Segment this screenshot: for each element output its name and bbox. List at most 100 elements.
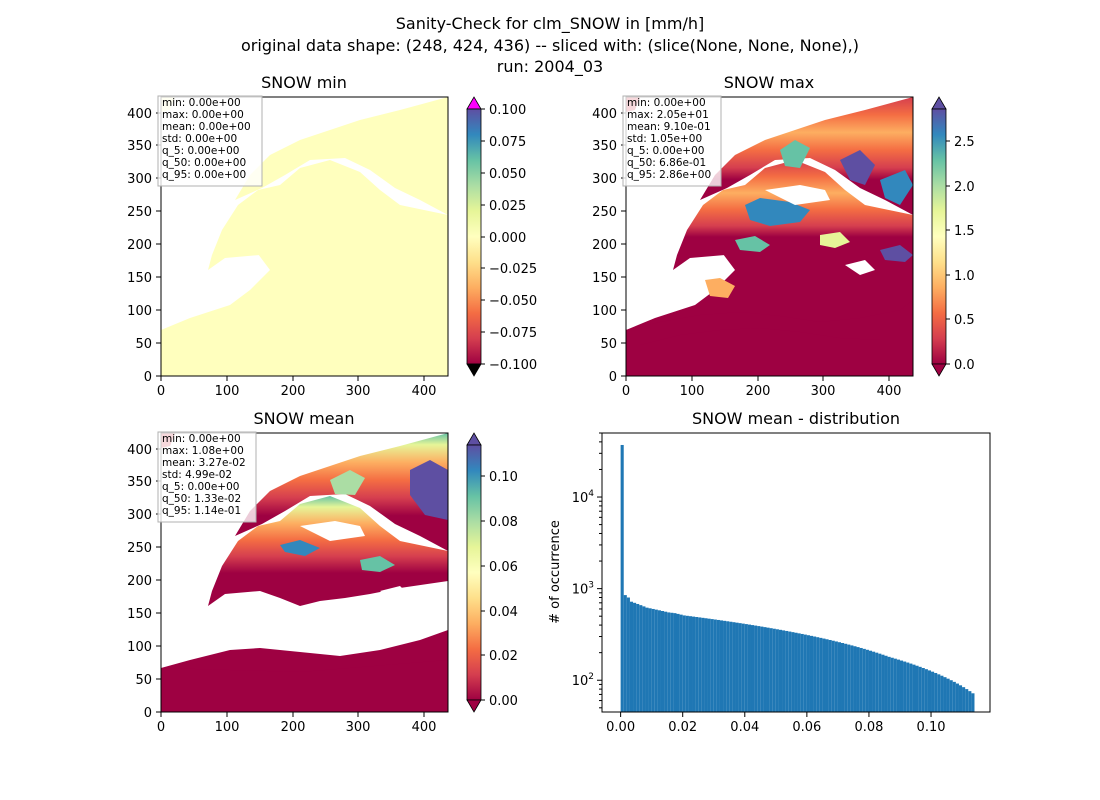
stat-line: q_5: 0.00e+00 [627, 145, 704, 157]
histogram-bar [872, 651, 876, 712]
y-tick-label: 0 [609, 370, 617, 385]
x-tick-label: 300 [811, 384, 836, 399]
histogram-bar [853, 646, 857, 712]
map-field [161, 433, 448, 712]
histogram-bar [791, 632, 795, 712]
y-tick-label: 50 [135, 673, 152, 688]
x-axis: 0 100 200 300 400 [622, 376, 901, 399]
y-tick-label: 250 [127, 205, 152, 220]
histogram-bar [633, 602, 637, 712]
histogram-bar [744, 624, 748, 712]
histogram-bar [971, 693, 975, 712]
histogram-bar [782, 630, 786, 712]
histogram-bar [707, 618, 711, 712]
histogram-bar [775, 629, 779, 712]
histogram-bar [816, 637, 820, 712]
histogram-bar [962, 687, 966, 712]
histogram-bar [893, 658, 897, 712]
y-axis: 102 103 104 [572, 432, 602, 709]
stat-line: mean: 9.10e-01 [627, 121, 711, 133]
x-axis: 0 100 200 300 400 [157, 712, 437, 735]
histogram-bar [794, 632, 798, 712]
histogram-bar [623, 595, 627, 712]
histogram-bar [921, 668, 925, 712]
colorbar-extend-top [466, 432, 482, 446]
stats-box: min: 0.00e+00 max: 2.05e+01 mean: 9.10e-… [622, 95, 722, 187]
histogram-bar [639, 605, 643, 712]
y-tick-label: 150 [127, 607, 152, 622]
histogram-bar [958, 685, 963, 712]
colorbar-extend-bottom [466, 363, 482, 377]
stat-line: q_50: 0.00e+00 [162, 157, 246, 169]
histogram-bar [785, 630, 789, 712]
histogram-bar [931, 671, 935, 712]
histogram-bar [819, 637, 823, 712]
figure-title-line-2: original data shape: (248, 424, 436) -- … [241, 36, 859, 55]
colorbar-extend-bottom [466, 699, 482, 713]
x-tick-label: 0.04 [730, 720, 759, 735]
colorbar-tick-label: −0.050 [489, 294, 537, 309]
y-tick-label: 0 [144, 706, 152, 721]
histogram-bar [629, 601, 634, 712]
x-tick-label: 0 [622, 384, 630, 399]
colorbar-tick-label: 0.100 [489, 103, 526, 118]
histogram-bar [949, 680, 953, 712]
panel-title: SNOW mean - distribution [692, 409, 900, 428]
stat-line: min: 0.00e+00 [627, 97, 706, 109]
histogram-bar [847, 644, 851, 712]
y-tick-label: 200 [127, 238, 152, 253]
plot-frame [625, 96, 914, 377]
histogram-bar [844, 643, 848, 712]
stats-box: min: 0.00e+00 max: 0.00e+00 mean: 0.00e+… [157, 95, 263, 187]
y-tick-label: 250 [127, 541, 152, 556]
y-tick-label: 400 [127, 107, 152, 122]
colorbar: 2.5 2.0 1.5 1.0 0.5 0.0 [931, 96, 975, 377]
stat-line: q_95: 0.00e+00 [162, 169, 246, 181]
histogram-bar [651, 608, 655, 712]
histogram-bar [862, 648, 866, 712]
y-tick-label: 200 [127, 574, 152, 589]
histogram-bar [719, 620, 724, 712]
histogram-bar [769, 628, 773, 712]
histogram-bar [713, 619, 717, 712]
histogram-bar [924, 669, 928, 712]
stat-line: mean: 3.27e-02 [162, 457, 246, 469]
colorbar-tick-label: 0.00 [489, 694, 518, 709]
y-tick-label: 100 [127, 304, 152, 319]
histogram-bar [667, 612, 671, 712]
histogram-bar [738, 623, 742, 712]
stat-line: mean: 0.00e+00 [162, 121, 251, 133]
histogram-bar [878, 653, 882, 712]
x-tick-label: 400 [412, 720, 437, 735]
histogram-bar [806, 635, 810, 712]
y-tick-label: 400 [592, 107, 617, 122]
histogram-bar [912, 664, 916, 712]
x-tick-label: 0.00 [606, 720, 635, 735]
stat-line: max: 1.08e+00 [162, 445, 244, 457]
histogram-bar [868, 650, 873, 712]
histogram-bar [778, 629, 783, 712]
histogram-bar [654, 609, 658, 712]
y-axis: 0 50 100 150 200 250 300 350 400 [127, 443, 161, 721]
histogram-bar [664, 611, 668, 712]
histogram-bar [772, 628, 776, 712]
histogram-bar [875, 652, 879, 712]
y-tick-label: 150 [592, 271, 617, 286]
colorbar: 0.10 0.08 0.06 0.04 0.02 0.00 [466, 432, 518, 713]
histogram-bar [763, 627, 767, 712]
histogram-bar [952, 681, 956, 712]
histogram-bar [859, 647, 863, 712]
y-axis-label: # of occurrence [548, 520, 563, 624]
y-tick-label: 0 [144, 370, 152, 385]
panel-snow-mean-distribution: SNOW mean - distribution 0.00 0.02 0.04 0.0… [548, 409, 991, 735]
histogram-bar [692, 616, 696, 712]
y-tick-label: 400 [127, 443, 152, 458]
histogram-bar [735, 622, 739, 712]
y-tick-label: 100 [592, 304, 617, 319]
histogram-bar [881, 654, 885, 712]
colorbar-tick-label: 0.5 [954, 313, 975, 328]
map-field [161, 97, 448, 376]
colorbar-gradient [931, 108, 947, 365]
x-tick-label: 0 [157, 384, 165, 399]
histogram-bar [850, 645, 854, 712]
